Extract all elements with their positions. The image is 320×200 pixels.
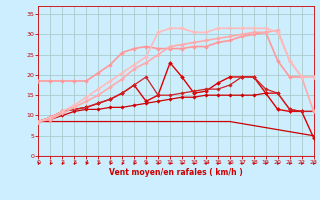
X-axis label: Vent moyen/en rafales ( km/h ): Vent moyen/en rafales ( km/h ) [109, 168, 243, 177]
